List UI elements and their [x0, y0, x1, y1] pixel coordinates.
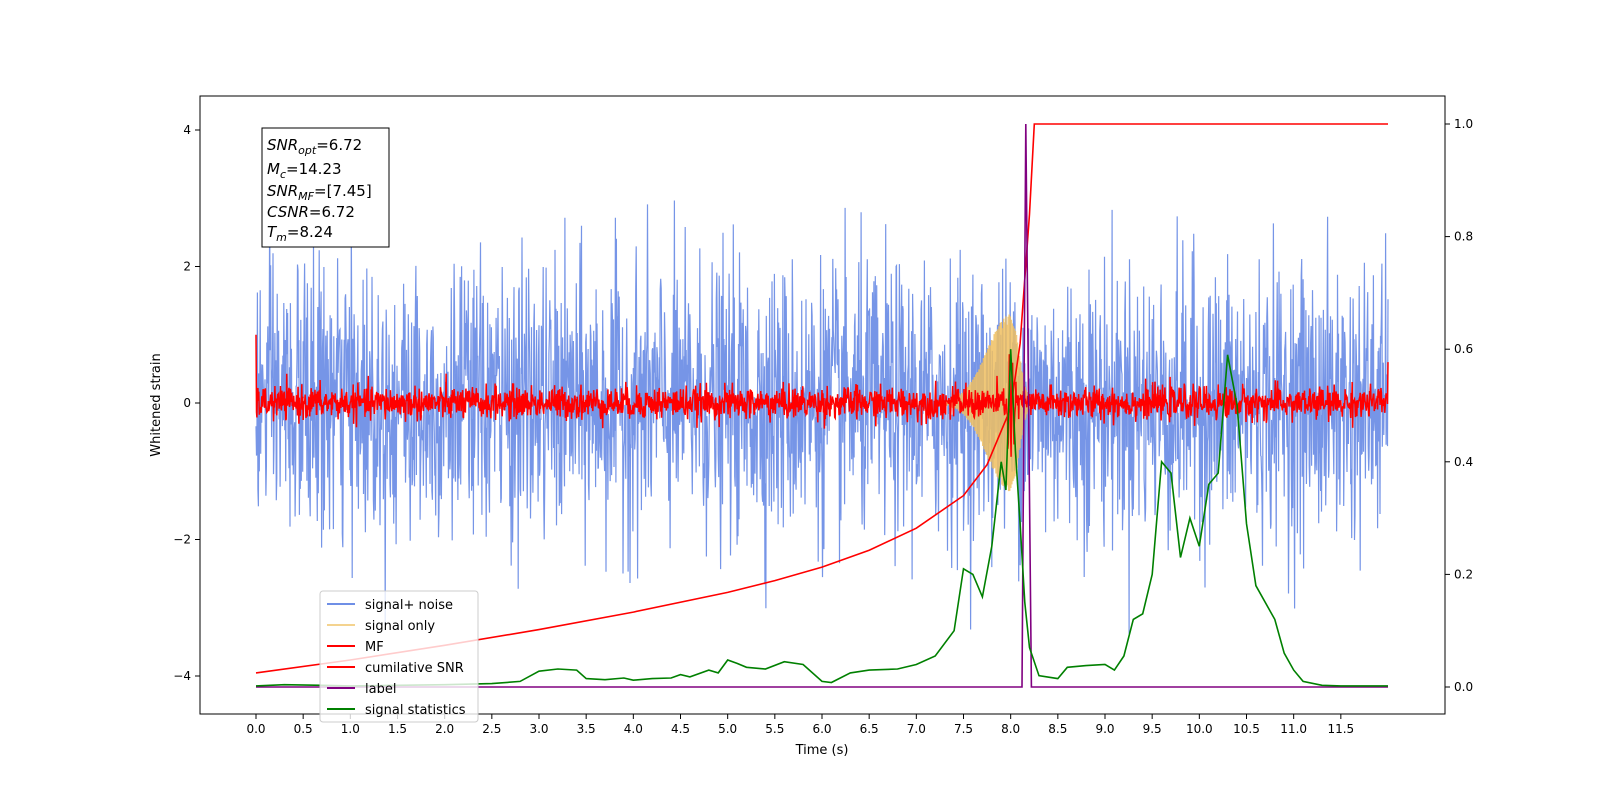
x-tick-label: 7.0 [907, 722, 926, 736]
x-tick-label: 9.5 [1143, 722, 1162, 736]
legend-label-signal-only: signal only [365, 619, 435, 634]
annotation-csnr-value: =6.72 [309, 203, 355, 221]
legend-label-signal-statistics: signal statistics [365, 703, 466, 718]
y-left-tick-label: 4 [183, 123, 191, 137]
x-tick-label: 11.5 [1327, 722, 1354, 736]
y-right-tick-label: 1.0 [1454, 117, 1473, 131]
y-left-tick-label: −2 [173, 533, 191, 547]
y-right-tick-label: 0.0 [1454, 680, 1473, 694]
annotation-snr-mf-base: SNR [267, 182, 298, 200]
x-tick-label: 5.5 [765, 722, 784, 736]
x-tick-label: 7.5 [954, 722, 973, 736]
annotation-tm-sub: m [276, 231, 287, 244]
series-mf-line [255, 334, 1389, 457]
annotation-frame [261, 127, 390, 248]
annotation-mc: Mc=14.23 [267, 160, 342, 181]
x-axis: 0.0 0.5 1.0 1.5 2.0 2.5 3.0 3.5 4.0 4.5 5.0 5.5 6.0 6… [246, 714, 1354, 736]
annotation-snr-mf-sub: MF [298, 190, 314, 203]
x-tick-label: 8.5 [1048, 722, 1067, 736]
x-tick-label: 5.0 [718, 722, 737, 736]
x-tick-label: 8.0 [1001, 722, 1020, 736]
x-tick-label: 1.5 [388, 722, 407, 736]
annotation-snr-mf-value: =[7.45] [314, 182, 372, 200]
y-axis-left: 4 2 0 −2 −4 [173, 123, 200, 683]
legend-label-mf: MF [365, 640, 384, 655]
annotation-mc-base: M [267, 160, 280, 178]
legend: signal+ noise signal only MF cumilative SNR… [319, 590, 479, 723]
x-tick-label: 0.0 [246, 722, 265, 736]
x-tick-label: 6.5 [860, 722, 879, 736]
plot-series-layer [255, 123, 1389, 688]
series-signal-statistics-line [255, 349, 1388, 687]
annotation-tm-base: T [267, 223, 278, 241]
annotation-snr-opt: SNRopt=6.72 [267, 136, 362, 157]
x-tick-label: 11.0 [1280, 722, 1307, 736]
y-axis-label: Whitened strain [149, 353, 164, 456]
annotation-tm: Tm=8.24 [267, 223, 333, 244]
x-axis-label: Time (s) [795, 743, 849, 758]
x-tick-label: 6.0 [812, 722, 831, 736]
annotation-snr-opt-base: SNR [267, 136, 298, 154]
y-right-tick-label: 0.6 [1454, 342, 1473, 356]
annotation-csnr-base: CSNR [267, 203, 309, 221]
x-tick-label: 10.5 [1233, 722, 1260, 736]
x-tick-label: 3.0 [529, 722, 548, 736]
y-right-tick-label: 0.4 [1454, 455, 1473, 469]
x-tick-label: 9.0 [1095, 722, 1114, 736]
x-tick-label: 10.0 [1186, 722, 1213, 736]
y-right-tick-label: 0.2 [1454, 567, 1473, 581]
y-left-tick-label: 0 [183, 396, 191, 410]
x-tick-label: 1.0 [341, 722, 360, 736]
legend-label-label: label [365, 682, 396, 697]
x-tick-label: 2.5 [482, 722, 501, 736]
annotation-csnr: CSNR=6.72 [267, 203, 355, 221]
x-tick-label: 4.5 [671, 722, 690, 736]
x-tick-label: 3.5 [577, 722, 596, 736]
series-label-line [256, 123, 1388, 688]
legend-label-cumilative-snr: cumilative SNR [365, 661, 464, 676]
x-tick-label: 0.5 [294, 722, 313, 736]
y-right-tick-label: 0.8 [1454, 230, 1473, 244]
y-left-tick-label: 2 [183, 260, 191, 274]
annotation-mc-sub: c [280, 168, 286, 181]
annotation-snr-opt-value: =6.72 [316, 136, 362, 154]
x-tick-label: 2.0 [435, 722, 454, 736]
y-axis-right: 1.0 0.8 0.6 0.4 0.2 0.0 [1445, 117, 1473, 694]
annotation-snr-mf: SNRMF=[7.45] [267, 182, 372, 203]
annotation-mc-value: =14.23 [286, 160, 342, 178]
annotation-box: SNRopt=6.72 Mc=14.23 SNRMF=[7.45] CSNR=6… [261, 127, 390, 248]
y-left-tick-label: −4 [173, 669, 191, 683]
legend-frame [319, 590, 479, 723]
annotation-snr-opt-sub: opt [298, 144, 317, 157]
legend-label-signal-noise: signal+ noise [365, 598, 453, 613]
annotation-tm-value: =8.24 [287, 223, 333, 241]
x-tick-label: 4.0 [624, 722, 643, 736]
series-cumulative-snr-line [255, 123, 1388, 674]
